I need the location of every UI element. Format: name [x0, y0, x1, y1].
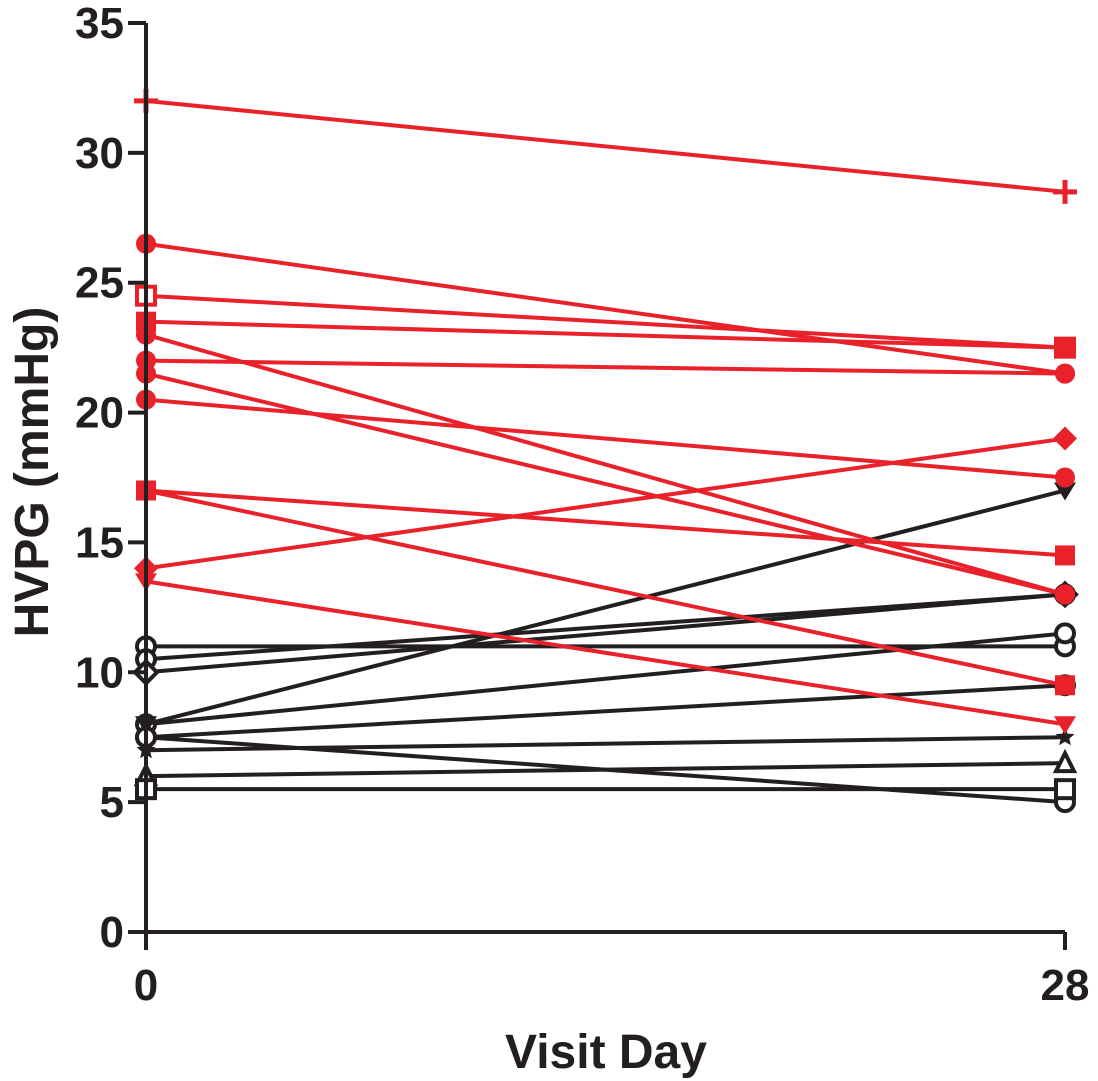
- y-tick-label: 5: [100, 778, 124, 827]
- series-3: [135, 284, 1076, 359]
- data-point: [1053, 179, 1077, 204]
- series-line: [145, 631, 1066, 727]
- series-line: [145, 761, 1066, 779]
- ticks-layer: 0 5 10 15 20 25 30 35 0 28: [75, 0, 1089, 1010]
- series-1: [134, 88, 1077, 204]
- series-15: [132, 580, 1079, 687]
- data-point: [1054, 716, 1076, 735]
- x-tick-label: 0: [134, 961, 158, 1010]
- data-point: [1054, 622, 1076, 645]
- series-line: [145, 488, 1066, 727]
- y-tick-label: 35: [75, 0, 124, 48]
- data-point: [1055, 467, 1075, 488]
- series-4: [136, 311, 1075, 358]
- series-22: [135, 778, 1076, 801]
- series-line: [145, 735, 1066, 753]
- data-point: [1054, 778, 1076, 801]
- series-line: [145, 488, 1066, 558]
- series-line: [145, 683, 1066, 740]
- series-line: [145, 319, 1066, 350]
- x-tick-label: 28: [1041, 961, 1090, 1010]
- series-line: [145, 332, 1066, 597]
- series-7: [136, 363, 1075, 605]
- y-tick-label: 0: [100, 908, 124, 957]
- series-line: [145, 293, 1066, 350]
- axes-layer: [144, 23, 1065, 950]
- series-line: [145, 241, 1066, 376]
- data-point: [1055, 363, 1075, 384]
- series-line: [145, 98, 1066, 194]
- y-tick-label: 15: [75, 518, 124, 567]
- x-axis-title: Visit Day: [505, 1026, 707, 1079]
- series-line: [145, 436, 1066, 571]
- data-point: [1053, 426, 1077, 451]
- y-tick-label: 20: [75, 389, 124, 438]
- series-line: [145, 488, 1066, 688]
- series-line: [145, 358, 1066, 376]
- data-point: [1055, 337, 1075, 358]
- data-point: [1054, 482, 1076, 501]
- series-line: [145, 592, 1066, 675]
- series-20: [136, 727, 1075, 759]
- series-line: [145, 371, 1066, 597]
- y-tick-label: 30: [75, 129, 124, 178]
- series-line: [145, 592, 1066, 662]
- series-line: [145, 397, 1066, 480]
- series-17: [135, 482, 1076, 735]
- data-point: [1055, 584, 1075, 605]
- data-point: [1055, 675, 1075, 696]
- y-tick-label: 25: [75, 259, 124, 308]
- data-point: [1052, 748, 1078, 774]
- series-layer: [132, 88, 1079, 814]
- series-21: [133, 748, 1078, 787]
- data-point: [1055, 545, 1075, 566]
- y-tick-label: 10: [75, 648, 124, 697]
- series-16: [135, 622, 1076, 736]
- series-line: [145, 579, 1066, 727]
- data-point: [1055, 727, 1075, 746]
- y-axis-title: HVPG (mmHg): [6, 307, 59, 638]
